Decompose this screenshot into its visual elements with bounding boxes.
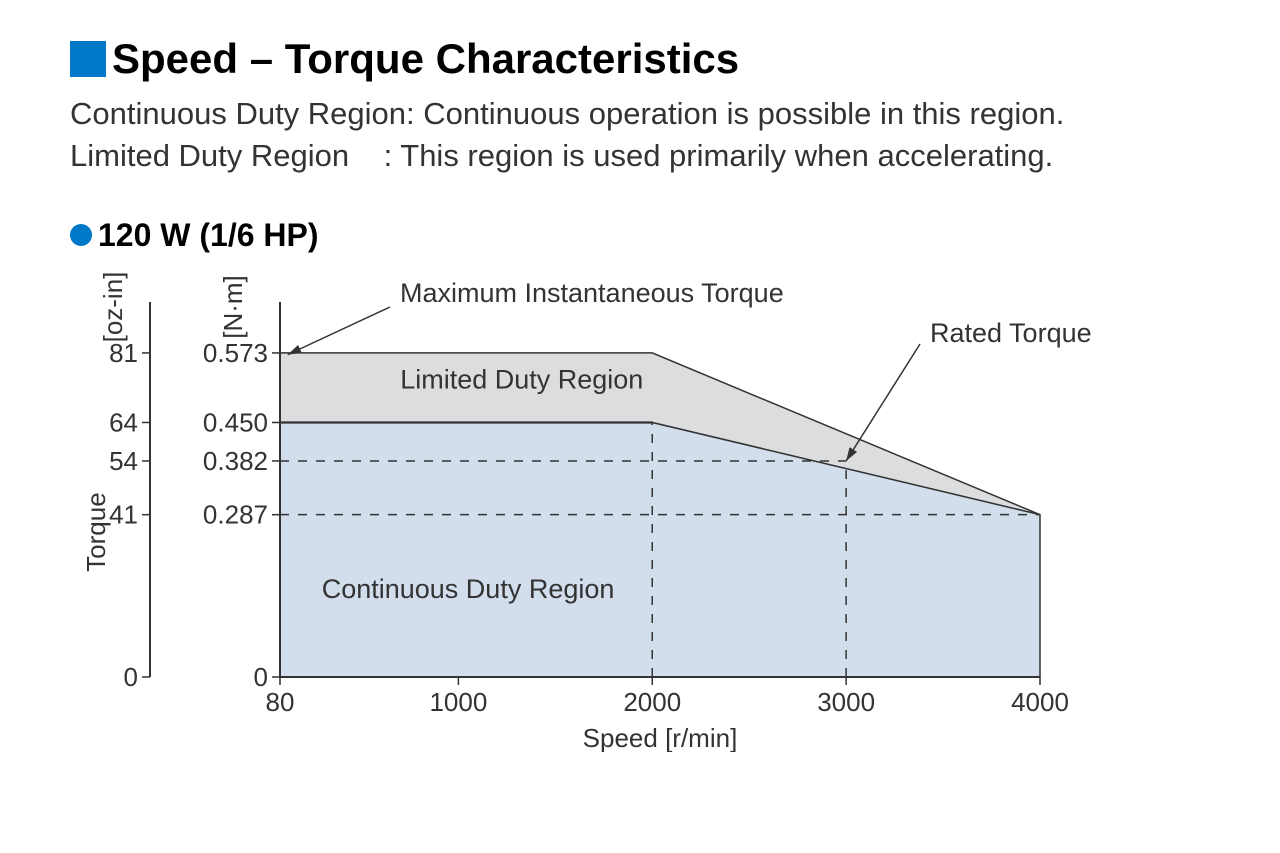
svg-text:Continuous Duty Region: Continuous Duty Region xyxy=(322,574,615,604)
svg-text:[oz-in]: [oz-in] xyxy=(98,271,128,342)
svg-text:0.287: 0.287 xyxy=(203,499,268,529)
subheading-text: 120 W (1/6 HP) xyxy=(98,217,319,254)
speed-torque-chart: 80 1000 2000 3000 4000 Speed [r/min] 0 0.287 0.3… xyxy=(70,262,1130,752)
svg-text:4000: 4000 xyxy=(1011,687,1069,717)
desc-line2-label: Limited Duty Region xyxy=(70,138,384,173)
desc-line2-text: : This region is used primarily when acc… xyxy=(384,138,1054,173)
svg-text:Limited Duty Region: Limited Duty Region xyxy=(400,364,643,394)
svg-text:0: 0 xyxy=(124,662,138,692)
title-row: Speed – Torque Characteristics xyxy=(70,35,1130,83)
svg-text:[N·m]: [N·m] xyxy=(218,275,248,339)
svg-text:Torque: Torque xyxy=(81,492,111,571)
desc-line1-label: Continuous Duty Region xyxy=(70,96,406,131)
title-square-icon xyxy=(70,41,106,77)
page-title: Speed – Torque Characteristics xyxy=(112,35,739,83)
svg-text:64: 64 xyxy=(109,407,138,437)
svg-text:41: 41 xyxy=(109,499,138,529)
svg-text:Speed [r/min]: Speed [r/min] xyxy=(583,723,738,752)
bullet-circle-icon xyxy=(70,224,92,246)
svg-text:0.450: 0.450 xyxy=(203,407,268,437)
description-block: Continuous Duty Region: Continuous opera… xyxy=(70,93,1130,177)
svg-text:0.382: 0.382 xyxy=(203,446,268,476)
svg-text:3000: 3000 xyxy=(817,687,875,717)
svg-text:1000: 1000 xyxy=(429,687,487,717)
desc-line1-text: : Continuous operation is possible in th… xyxy=(406,96,1064,131)
svg-text:0.573: 0.573 xyxy=(203,338,268,368)
svg-text:Maximum Instantaneous Torque: Maximum Instantaneous Torque xyxy=(400,278,784,308)
svg-text:80: 80 xyxy=(266,687,295,717)
svg-text:0: 0 xyxy=(254,662,268,692)
svg-text:54: 54 xyxy=(109,446,138,476)
svg-text:Rated Torque: Rated Torque xyxy=(930,318,1092,348)
svg-text:2000: 2000 xyxy=(623,687,681,717)
subheading: 120 W (1/6 HP) xyxy=(70,217,1130,254)
chart-container: 80 1000 2000 3000 4000 Speed [r/min] 0 0.287 0.3… xyxy=(70,262,1130,752)
